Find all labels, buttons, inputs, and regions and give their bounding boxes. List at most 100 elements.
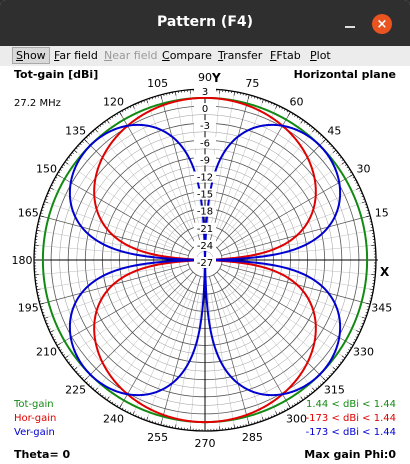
ring-tick [68,361,71,364]
ring-tick [48,328,51,330]
radial-label-bg [194,171,216,183]
ring-tick [361,201,366,204]
angle-tick-label: 75 [245,77,259,90]
ring-tick [251,95,253,98]
ring-tick [149,98,151,101]
ring-tick [346,166,349,169]
ring-tick [46,323,49,325]
ring-tick [63,164,66,166]
ring-tick [61,351,64,354]
ring-tick [43,314,46,316]
grid-spoke [213,111,291,246]
menu-show[interactable]: Show [12,47,50,64]
angle-tick-label: 300 [286,412,307,425]
grid-spoke [36,265,172,290]
grid-spoke [94,286,184,392]
ring-tick [146,416,149,421]
ring-tick [349,171,352,174]
menu-far-field[interactable]: Far field [54,49,98,62]
grid-spoke [56,268,191,346]
menu-compare[interactable]: Compare [162,49,212,62]
ring-tick [348,169,351,171]
close-button[interactable]: × [372,14,392,34]
ring-tick [114,114,116,117]
ring-tick [92,387,95,390]
ring-tick [83,377,88,382]
grid-spoke [119,111,197,246]
ring-tick [349,174,354,177]
ring-tick [58,346,61,349]
ring-tick [330,372,333,375]
radial-tick-label: -15 [197,190,213,201]
ring-tick [41,309,44,311]
ring-tick [365,311,368,314]
ring-tick [360,192,363,195]
curve-tot-gain [41,96,369,424]
ring-tick [137,415,140,418]
title-bar[interactable]: Pattern (F4) × [0,0,410,46]
plane-label: Horizontal plane [294,68,396,81]
ring-tick [359,190,362,192]
ring-tick [49,330,54,333]
ring-tick [81,377,84,380]
ring-tick [111,401,114,404]
ring-tick [286,407,289,410]
grid-spoke [56,174,191,252]
ring-tick [270,102,273,105]
grid-spoke [219,104,278,230]
ring-tick [251,422,253,425]
ring-tick [332,367,337,371]
ring-tick [359,328,362,330]
grid-spoke [132,290,191,416]
grid-spoke [238,265,374,290]
ring-tick [127,107,129,110]
ring-tick [360,325,363,328]
ring-tick [294,114,296,117]
radial-label-bg [194,239,216,251]
grid-spoke [210,91,235,227]
angle-tick-label: 195 [18,301,39,314]
ring-tick [311,126,313,129]
ring-tick [304,396,306,399]
gain-label: Tot-gain [dBi] [14,68,98,81]
ring-tick [322,381,325,384]
ring-tick [299,118,301,121]
minimize-button[interactable] [340,14,360,34]
grid-spoke [49,274,175,333]
ring-tick [99,392,102,395]
ring-tick [273,103,275,106]
radial-tick-label: 3 [202,87,208,98]
plot-area: 15 30 45 60 75 90 105 120 135 150 165 180 195 210 225 2… [0,66,410,464]
ring-tick [356,333,359,336]
grid-spoke [106,287,186,401]
menu-fftab[interactable]: FFtab [270,49,301,62]
ring-tick [119,111,122,116]
menu-bar: Show Far field Near field Compare Transf… [0,46,410,66]
radial-label-bg [194,103,216,115]
ring-tick [322,136,325,139]
ring-tick [336,366,339,368]
ring-tick [99,125,102,128]
angle-tick-label: 180 [12,254,33,267]
ring-tick [294,403,296,406]
ring-tick [300,119,304,124]
menu-transfer[interactable]: Transfer [218,49,263,62]
minimize-icon [345,26,355,28]
grid-spoke [94,128,184,234]
ring-tick [366,209,369,211]
ring-tick [160,94,163,99]
ring-tick [111,116,114,119]
ring-tick [337,154,340,157]
radial-tick-label: -24 [197,241,213,252]
ring-tick [361,323,364,325]
ring-tick [256,420,259,423]
ring-tick [140,416,142,419]
grid-spoke [132,104,191,230]
ring-tick [90,385,93,388]
ring-tick [101,123,104,126]
ring-tick [332,149,337,153]
menu-plot[interactable]: Plot [310,49,331,62]
grid-spoke [231,281,337,371]
grid-spoke [73,149,179,239]
ring-tick [320,383,322,386]
